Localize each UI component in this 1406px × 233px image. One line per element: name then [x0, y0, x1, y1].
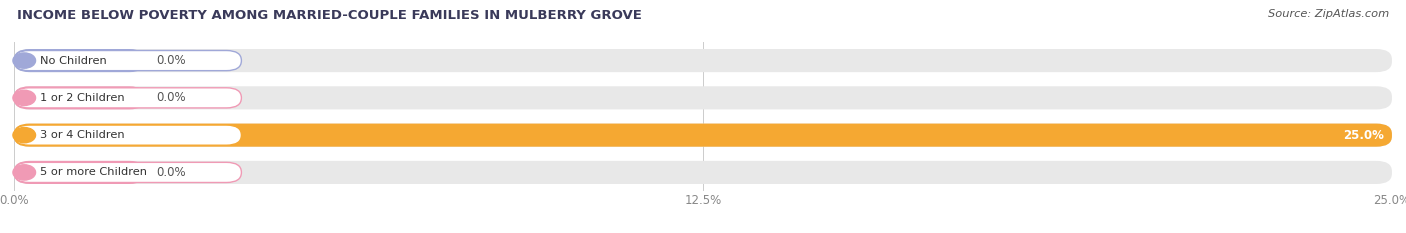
Text: Source: ZipAtlas.com: Source: ZipAtlas.com — [1268, 9, 1389, 19]
Text: 25.0%: 25.0% — [1343, 129, 1384, 142]
FancyBboxPatch shape — [14, 161, 145, 184]
Text: 0.0%: 0.0% — [156, 166, 186, 179]
Text: 5 or more Children: 5 or more Children — [39, 168, 148, 177]
FancyBboxPatch shape — [14, 162, 242, 182]
FancyBboxPatch shape — [14, 123, 1392, 147]
Text: 1 or 2 Children: 1 or 2 Children — [39, 93, 125, 103]
FancyBboxPatch shape — [14, 49, 145, 72]
Text: 0.0%: 0.0% — [156, 54, 186, 67]
Circle shape — [13, 127, 35, 143]
Circle shape — [13, 90, 35, 106]
FancyBboxPatch shape — [14, 123, 1392, 147]
Text: No Children: No Children — [39, 56, 107, 65]
Circle shape — [13, 53, 35, 68]
FancyBboxPatch shape — [14, 49, 1392, 72]
FancyBboxPatch shape — [14, 86, 145, 110]
FancyBboxPatch shape — [14, 88, 242, 108]
FancyBboxPatch shape — [14, 161, 1392, 184]
Text: 0.0%: 0.0% — [156, 91, 186, 104]
Text: INCOME BELOW POVERTY AMONG MARRIED-COUPLE FAMILIES IN MULBERRY GROVE: INCOME BELOW POVERTY AMONG MARRIED-COUPL… — [17, 9, 641, 22]
FancyBboxPatch shape — [14, 125, 242, 145]
Circle shape — [13, 165, 35, 180]
Text: 3 or 4 Children: 3 or 4 Children — [39, 130, 125, 140]
FancyBboxPatch shape — [14, 86, 1392, 110]
FancyBboxPatch shape — [14, 51, 242, 71]
